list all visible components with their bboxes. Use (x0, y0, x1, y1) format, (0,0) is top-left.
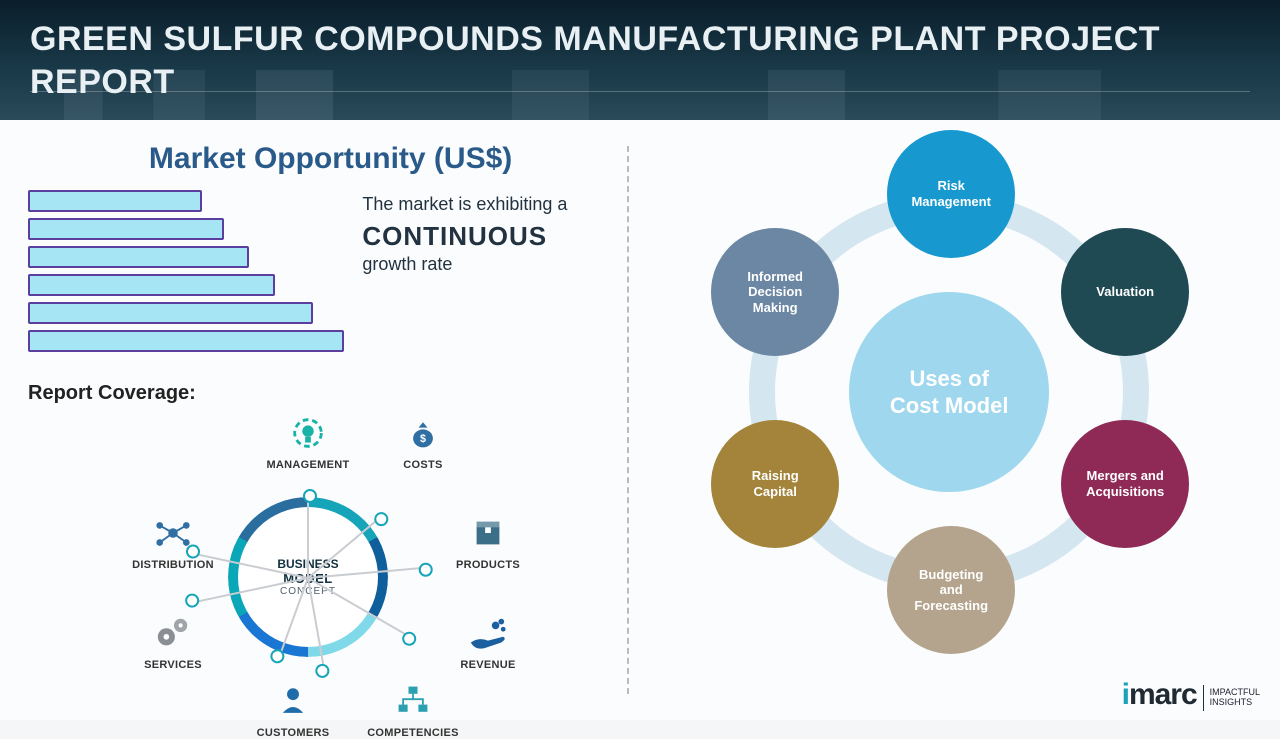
cost-model-node-label: RaisingCapital (744, 468, 807, 499)
bar (28, 190, 202, 212)
brand-divider (1203, 685, 1204, 711)
coverage-node-costs: $ COSTS (368, 411, 478, 471)
coverage-node-services: SERVICES (118, 611, 228, 671)
cost-model-node: InformedDecisionMaking (711, 228, 839, 356)
coverage-node-competencies: COMPETENCIES (358, 679, 468, 739)
cost-model-node-label: BudgetingandForecasting (906, 567, 996, 614)
coverage-node-label: COMPETENCIES (358, 727, 468, 739)
lightbulb-icon (286, 411, 330, 455)
cost-model-node-label: Valuation (1088, 284, 1162, 300)
chart-and-blurb: The market is exhibiting a CONTINUOUS gr… (28, 190, 603, 358)
cost-model-node-label: RiskManagement (903, 178, 998, 209)
coverage-node-revenue: REVENUE (433, 611, 543, 671)
coverage-node-label: DISTRIBUTION (118, 559, 228, 571)
coverage-node-label: REVENUE (433, 659, 543, 671)
coverage-node-label: SERVICES (118, 659, 228, 671)
cost-model-node: RaisingCapital (711, 420, 839, 548)
business-model-diagram: BUSINESS MODEL CONCEPT MANAGEMENT$COSTSP… (28, 411, 588, 721)
brand-name: imarc (1122, 678, 1197, 712)
cost-model-center: Uses ofCost Model (849, 292, 1049, 492)
bar (28, 330, 344, 352)
cost-model-node: Mergers andAcquisitions (1061, 420, 1189, 548)
cost-model-node: Valuation (1061, 228, 1189, 356)
org-icon (391, 679, 435, 723)
bar (28, 302, 313, 324)
coverage-node-customers: CUSTOMERS (238, 679, 348, 739)
coverage-node-products: PRODUCTS (433, 511, 543, 571)
moneybag-icon: $ (401, 411, 445, 455)
coverage-title: Report Coverage: (28, 382, 603, 405)
header: GREEN SULFUR COMPOUNDS MANUFACTURING PLA… (0, 0, 1280, 120)
cost-model-node-label: InformedDecisionMaking (739, 269, 811, 316)
coverage-node-label: COSTS (368, 459, 478, 471)
brand-tagline: IMPACTFUL INSIGHTS (1210, 688, 1260, 708)
chart-title: Market Opportunity (US$) (58, 142, 603, 176)
coverage-node-label: PRODUCTS (433, 559, 543, 571)
growth-big: CONTINUOUS (362, 221, 603, 252)
bar (28, 274, 275, 296)
diagram-spoke (307, 494, 309, 578)
content: Market Opportunity (US$) The market is e… (0, 120, 1280, 720)
box-icon (466, 511, 510, 555)
network-icon (151, 511, 195, 555)
brand-i: i (1122, 678, 1129, 711)
coverage-node-label: MANAGEMENT (253, 459, 363, 471)
brand-logo: imarc IMPACTFUL INSIGHTS (1122, 678, 1260, 712)
coverage-node-label: CUSTOMERS (238, 727, 348, 739)
page-title: GREEN SULFUR COMPOUNDS MANUFACTURING PLA… (30, 18, 1250, 103)
cost-model-diagram: Uses ofCost Model RiskManagement Valuatio… (629, 120, 1280, 720)
gears-icon (151, 611, 195, 655)
growth-line3: growth rate (362, 254, 603, 275)
cost-model-center-label: Uses ofCost Model (890, 365, 1009, 420)
brand-rest: marc (1129, 678, 1197, 711)
cost-model-node: BudgetingandForecasting (887, 526, 1015, 654)
bar (28, 218, 224, 240)
panel-cost-model: Uses ofCost Model RiskManagement Valuatio… (629, 120, 1280, 720)
panel-market-opportunity: Market Opportunity (US$) The market is e… (0, 120, 627, 720)
svg-text:$: $ (420, 433, 426, 445)
growth-callout: The market is exhibiting a CONTINUOUS gr… (362, 190, 603, 358)
coverage-node-management: MANAGEMENT (253, 411, 363, 471)
growth-line1: The market is exhibiting a (362, 194, 603, 215)
person-icon (271, 679, 315, 723)
cost-model-node-label: Mergers andAcquisitions (1078, 468, 1172, 499)
brand-tagline-2: INSIGHTS (1210, 698, 1260, 708)
cost-model-node: RiskManagement (887, 130, 1015, 258)
bar (28, 246, 249, 268)
bar-chart (28, 190, 344, 358)
hand-coins-icon (466, 611, 510, 655)
coverage-node-distribution: DISTRIBUTION (118, 511, 228, 571)
